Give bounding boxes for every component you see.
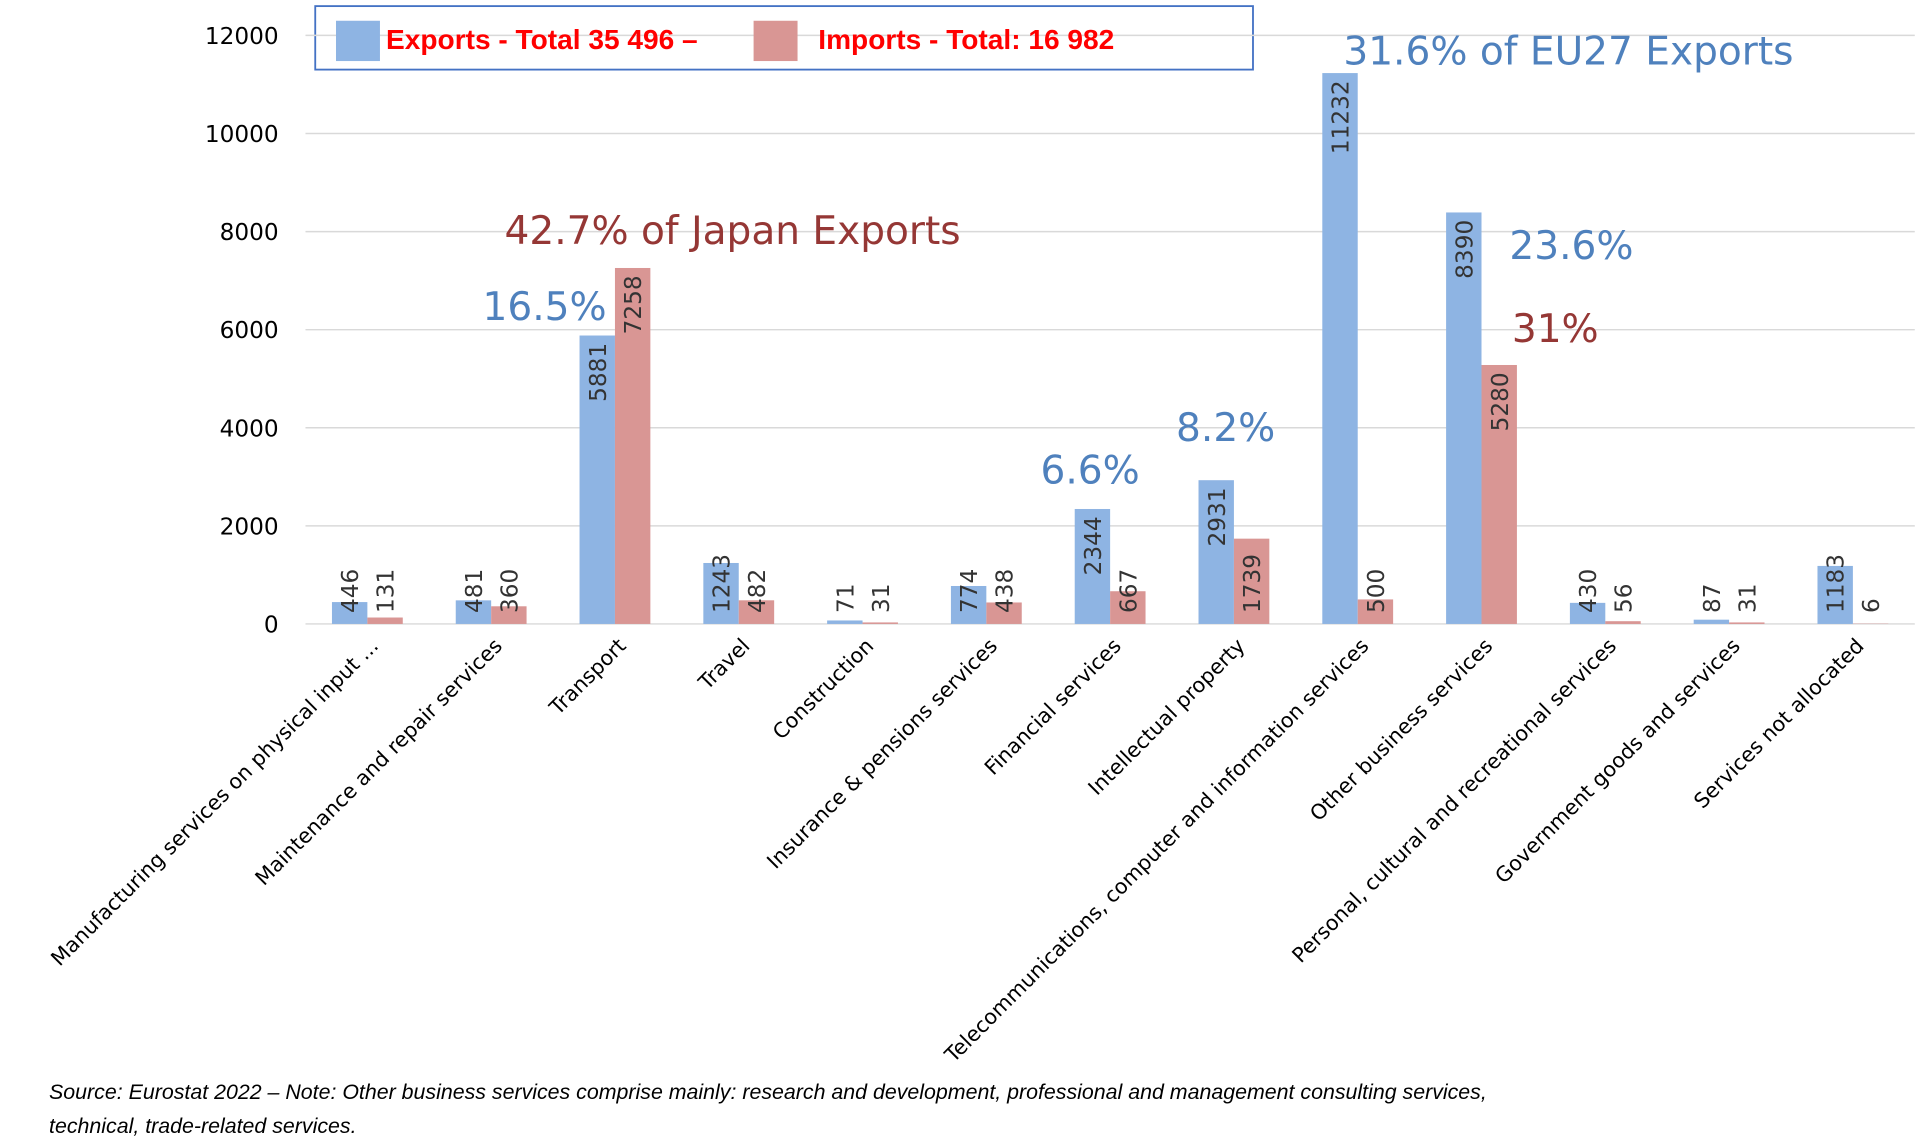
y-tick-label: 4000 (220, 415, 279, 442)
data-label: 1243 (709, 554, 736, 613)
x-tick-label: Construction (768, 634, 878, 744)
y-tick-label: 8000 (220, 219, 279, 246)
data-label: 11232 (1328, 80, 1355, 154)
y-tick-label: 2000 (220, 513, 279, 540)
data-label: 500 (1363, 569, 1390, 613)
bar (1605, 621, 1640, 624)
bar (863, 622, 898, 624)
data-label: 5881 (585, 343, 612, 402)
bar (1694, 620, 1729, 624)
data-label: 2344 (1080, 516, 1107, 575)
x-tick-label: Insurance & pensions services (762, 634, 1002, 874)
x-tick-label: Travel (693, 634, 754, 695)
data-label: 31 (868, 583, 895, 613)
x-tick-label: Transport (544, 634, 631, 721)
x-tick-label: Financial services (980, 634, 1126, 780)
y-tick-label: 6000 (220, 317, 279, 344)
source-note: Source: Eurostat 2022 – Note: Other busi… (49, 1080, 1487, 1104)
data-label: 71 (832, 583, 859, 613)
source-note: technical, trade-related services. (49, 1114, 356, 1138)
annotation: 23.6% (1509, 224, 1633, 269)
bar (827, 620, 862, 623)
annotation: 31% (1512, 307, 1599, 352)
data-label: 5280 (1487, 372, 1514, 431)
data-label: 1183 (1823, 554, 1850, 613)
legend-swatch (336, 21, 380, 61)
data-label: 2931 (1204, 488, 1231, 547)
annotation: 6.6% (1041, 449, 1140, 494)
y-tick-label: 12000 (205, 23, 279, 50)
annotation: 16.5% (483, 285, 607, 330)
data-label: 482 (744, 569, 771, 613)
legend-label: Exports - Total 35 496 – (386, 24, 698, 55)
data-label: 131 (373, 569, 400, 613)
data-label: 360 (496, 569, 523, 613)
data-label: 774 (956, 569, 983, 613)
data-label: 430 (1575, 569, 1602, 613)
legend-label: Imports - Total: 16 982 (818, 24, 1114, 55)
data-label: 8390 (1451, 220, 1478, 279)
data-label: 667 (1115, 569, 1142, 613)
y-tick-label: 0 (264, 611, 279, 638)
data-label: 87 (1699, 583, 1726, 613)
data-label: 1739 (1239, 554, 1266, 613)
data-label: 56 (1611, 583, 1638, 613)
annotation: 8.2% (1176, 406, 1275, 451)
annotation: 31.6% of EU27 Exports (1343, 30, 1793, 75)
bar (1322, 73, 1357, 624)
data-label: 446 (337, 569, 364, 613)
bar (367, 618, 402, 624)
data-label: 7258 (620, 275, 647, 334)
data-label: 481 (461, 569, 488, 613)
y-tick-label: 10000 (205, 121, 279, 148)
bar (1729, 622, 1764, 624)
data-label: 6 (1858, 598, 1885, 613)
legend-swatch (754, 21, 798, 61)
x-tick-label: Maintenance and repair services (250, 634, 506, 890)
x-tick-label: Government goods and services (1490, 634, 1745, 889)
data-label: 31 (1734, 583, 1761, 613)
annotation: 42.7% of Japan Exports (504, 209, 960, 254)
x-tick-label: Telecommunications, computer and informa… (939, 634, 1373, 1068)
data-label: 438 (992, 569, 1019, 613)
